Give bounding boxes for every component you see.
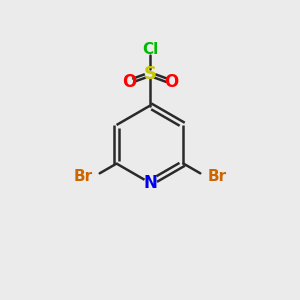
Text: N: N	[143, 174, 157, 192]
Text: Br: Br	[207, 169, 226, 184]
Text: Cl: Cl	[142, 42, 158, 57]
Text: Br: Br	[74, 169, 93, 184]
Text: O: O	[164, 73, 178, 91]
Text: O: O	[122, 73, 136, 91]
Text: S: S	[143, 65, 157, 83]
